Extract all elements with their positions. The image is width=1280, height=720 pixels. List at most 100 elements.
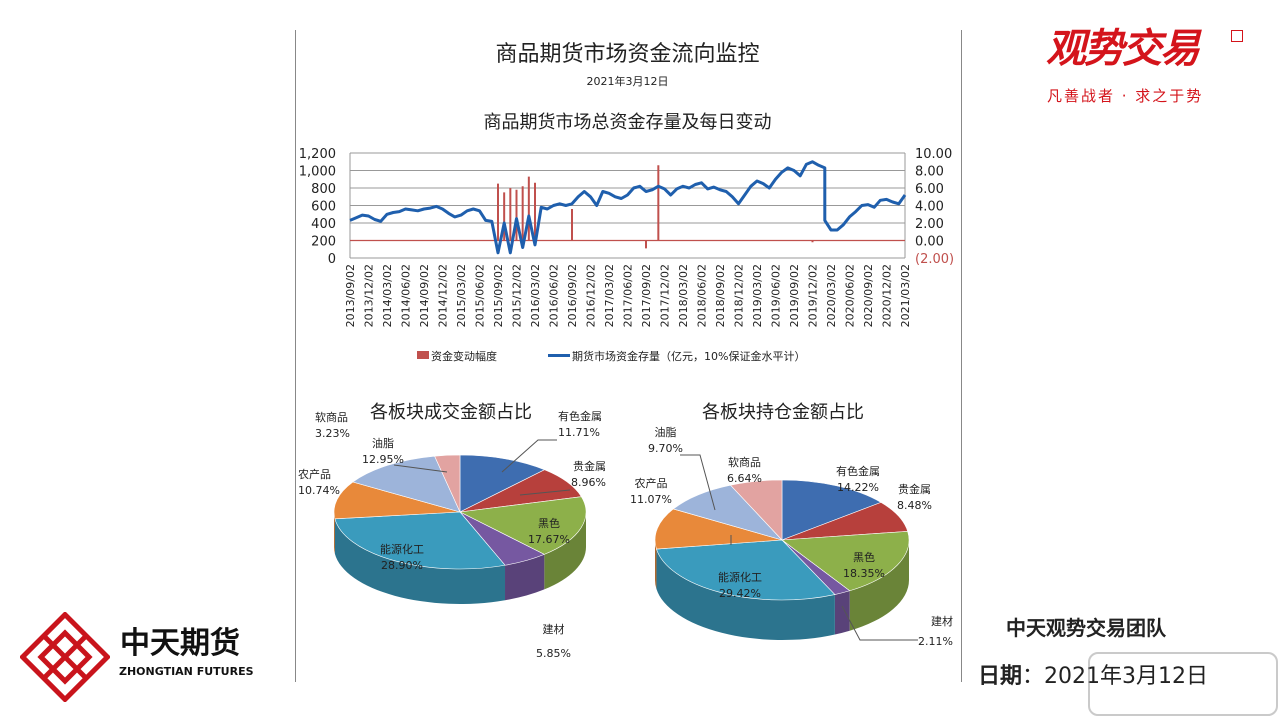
change-bar	[527, 176, 530, 241]
legend-swatch-bar	[417, 351, 429, 359]
x-tick-label: 2019/09/02	[788, 264, 801, 327]
x-tick-label: 2014/09/02	[418, 264, 431, 327]
pie2-side	[656, 549, 835, 640]
y-left-tick-label: 200	[311, 235, 336, 250]
pie2-slice-4	[656, 539, 836, 601]
x-tick-label: 2020/06/02	[844, 264, 857, 327]
x-tick-label: 2018/06/02	[696, 264, 709, 327]
chart-panel	[295, 30, 962, 682]
y-right-tick-label: 2.00	[915, 217, 944, 232]
x-tick-label: 2017/12/02	[659, 264, 672, 327]
brand-logo: 观势交易	[1046, 25, 1200, 72]
leader-line	[519, 489, 571, 496]
x-tick-label: 2014/03/02	[381, 264, 394, 327]
pie2-slice-7	[729, 479, 783, 541]
x-tick-label: 2015/12/02	[511, 264, 524, 327]
x-tick-label: 2015/03/02	[455, 264, 468, 327]
company-name-en: ZHONGTIAN FUTURES	[119, 665, 254, 678]
x-tick-label: 2013/09/02	[344, 264, 357, 327]
y-left-tick-label: 600	[311, 200, 336, 215]
leader-line	[501, 439, 557, 473]
pie2-slice-5	[654, 508, 783, 550]
pie1-side	[505, 554, 545, 601]
x-tick-label: 2020/12/02	[881, 264, 894, 327]
pie1-side	[544, 512, 586, 590]
y-left-tick-label: 800	[311, 182, 336, 197]
change-bar	[503, 192, 506, 241]
pie2-label-soft: 软商品 6.64%	[727, 456, 762, 485]
pie1-side	[334, 512, 335, 554]
pie2-label-agri: 农产品 11.07%	[630, 477, 672, 506]
pie1-slice-2	[458, 496, 587, 555]
pie2-slice-6	[672, 484, 783, 541]
change-bar	[497, 183, 499, 241]
x-tick-label: 2018/03/02	[677, 264, 690, 327]
y-left-tick-label: 1,000	[299, 165, 336, 180]
company-name-cn: 中天期货	[120, 626, 240, 661]
pie2-label-nonferrous: 有色金属 14.22%	[836, 465, 880, 494]
team-name: 中天观势交易团队	[1006, 616, 1166, 640]
pie2-title: 各板块持仓金额占比	[702, 402, 864, 423]
x-tick-label: 2016/09/02	[566, 264, 579, 327]
change-bar	[811, 240, 814, 243]
pie2-label-oil: 油脂 9.70%	[648, 426, 683, 455]
pie1-label-agri: 农产品 10.74%	[298, 468, 340, 497]
x-tick-label: 2016/03/02	[529, 264, 542, 327]
legend-swatch-line	[548, 354, 570, 357]
change-bar	[521, 186, 524, 241]
pie1-label-ferrous: 黑色 17.67%	[528, 517, 570, 546]
x-tick-label: 2014/06/02	[400, 264, 413, 327]
x-tick-label: 2020/09/02	[862, 264, 875, 327]
pie1-label-energy: 能源化工 28.90%	[380, 543, 424, 572]
y-right-tick-label: (2.00)	[915, 252, 954, 267]
legend-label-line: 期货市场资金存量（亿元，10%保证金水平计）	[572, 350, 806, 363]
x-tick-label: 2019/06/02	[770, 264, 783, 327]
x-tick-label: 2016/12/02	[585, 264, 598, 327]
y-right-tick-label: 8.00	[915, 165, 944, 180]
change-bar	[571, 209, 573, 241]
pie2-slice-0	[781, 479, 882, 541]
x-tick-label: 2019/12/02	[807, 264, 820, 327]
y-right-tick-label: 6.00	[915, 182, 944, 197]
y-right-tick-label: 10.00	[915, 147, 952, 162]
page-title: 商品期货市场资金流向监控	[495, 42, 760, 67]
pie2-label-building: 建材 2.11%	[918, 615, 953, 648]
footer-date: 日期：2021年3月12日	[978, 664, 1209, 689]
brand-seal-icon	[1231, 30, 1243, 42]
pie2-label-ferrous: 黑色 18.35%	[843, 551, 885, 580]
x-tick-label: 2017/06/02	[622, 264, 635, 327]
y-left-tick-label: 400	[311, 217, 336, 232]
x-tick-label: 2018/09/02	[714, 264, 727, 327]
change-bar	[645, 240, 647, 249]
leader-line	[680, 454, 716, 511]
y-left-tick-label: 1,200	[299, 147, 336, 162]
x-tick-label: 2014/12/02	[437, 264, 450, 327]
x-tick-label: 2015/09/02	[492, 264, 505, 327]
x-tick-label: 2018/12/02	[733, 264, 746, 327]
leader-line	[841, 605, 918, 641]
pie2-slice-2	[781, 531, 910, 592]
pie2-side	[834, 590, 850, 635]
report-date: 2021年3月12日	[586, 75, 669, 88]
x-tick-label: 2017/03/02	[603, 264, 616, 327]
x-tick-label: 2016/06/02	[548, 264, 561, 327]
pie2-side	[655, 540, 657, 590]
y-right-tick-label: 4.00	[915, 200, 944, 215]
pie1-slice-0	[459, 454, 546, 513]
x-tick-label: 2019/03/02	[751, 264, 764, 327]
pie2-label-precious: 贵金属 8.48%	[897, 483, 932, 512]
pie1-label-oil: 油脂 12.95%	[362, 437, 404, 466]
pie1-slice-7	[434, 454, 461, 513]
x-tick-label: 2013/12/02	[363, 264, 376, 327]
change-bar	[657, 165, 660, 241]
pie1-side	[334, 518, 506, 604]
x-tick-label: 2015/06/02	[474, 264, 487, 327]
pie1-slice-5	[333, 481, 461, 520]
pie1-label-precious: 贵金属 8.96%	[571, 460, 606, 489]
line-chart-title: 商品期货市场总资金存量及每日变动	[483, 112, 772, 133]
pie2-label-energy: 能源化工 29.42%	[718, 571, 762, 600]
change-bar	[509, 188, 512, 241]
y-right-tick-label: 0.00	[915, 235, 944, 250]
